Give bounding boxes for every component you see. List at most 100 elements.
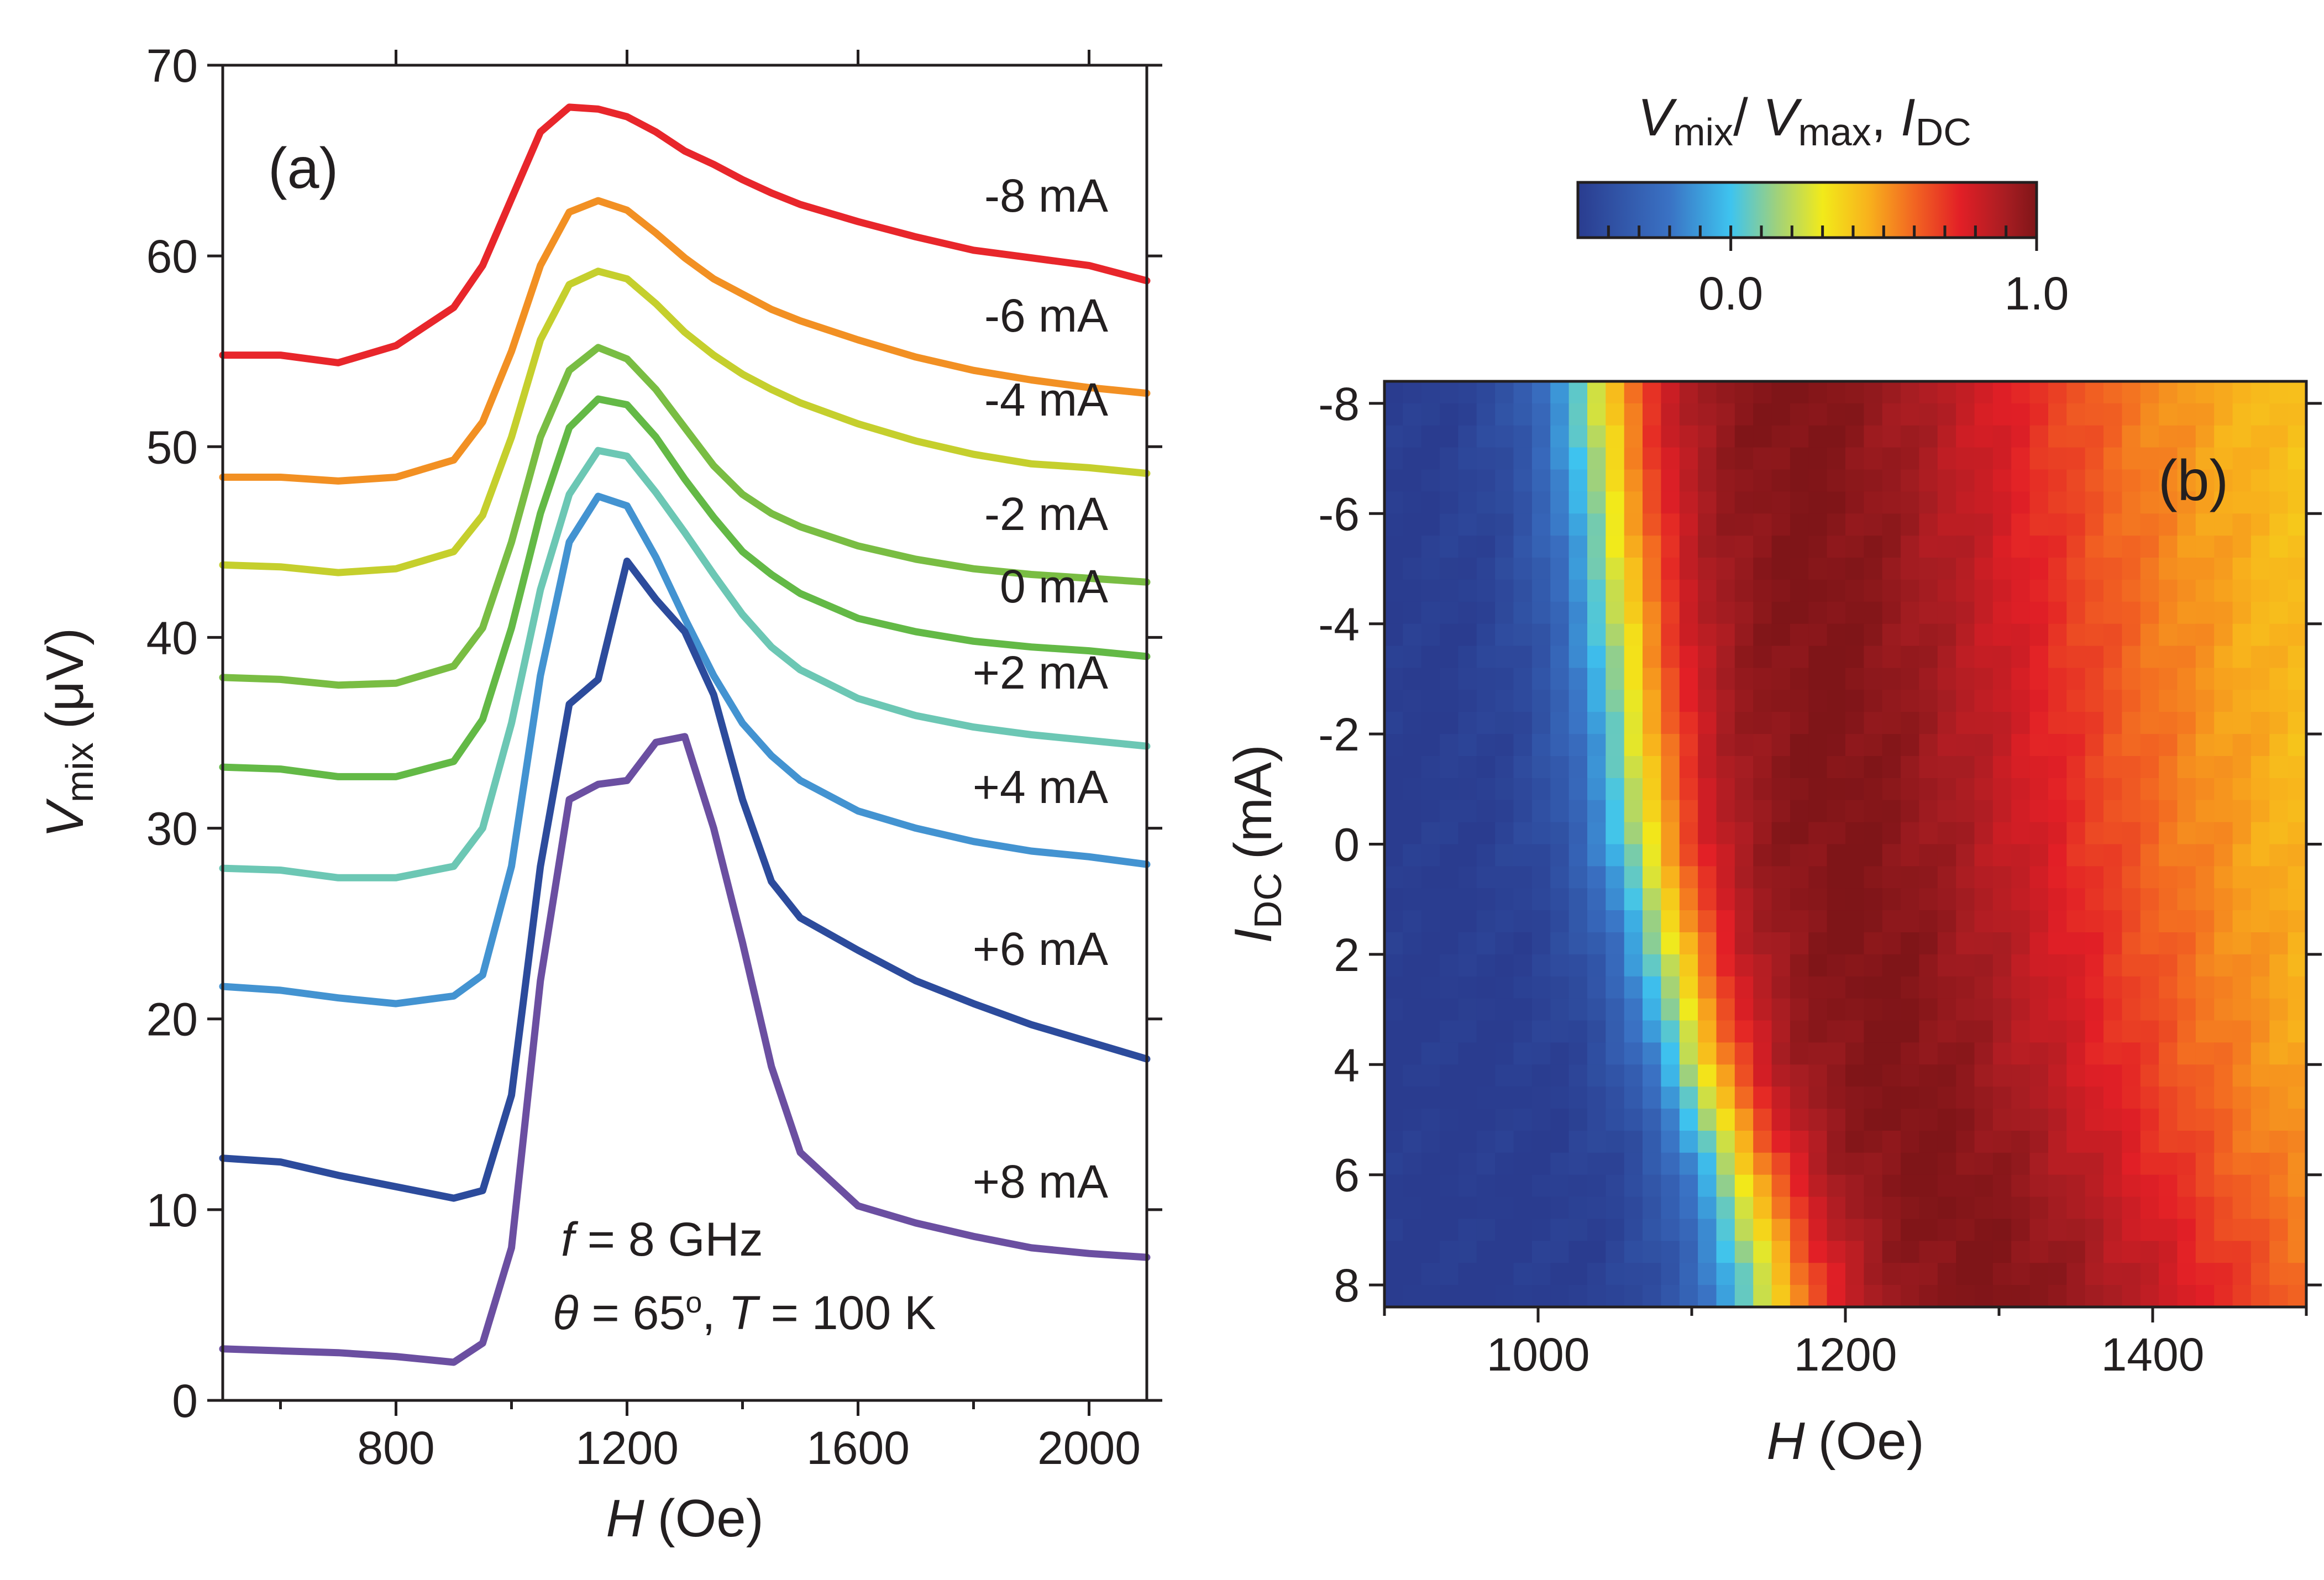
heatmap-cell: [1643, 734, 1662, 757]
heatmap-cell: [1458, 1152, 1477, 1175]
heatmap-cell: [1956, 1020, 1975, 1043]
heatmap-cell: [1790, 954, 1809, 977]
heatmap-cell: [1937, 645, 1957, 669]
y-tick-label-a: 20: [146, 994, 198, 1046]
heatmap-cell: [1679, 822, 1699, 845]
heatmap-cell: [1956, 1263, 1975, 1286]
heatmap-cell: [1698, 954, 1717, 977]
heatmap-cell: [1919, 778, 1938, 801]
heatmap-cell: [1679, 1131, 1699, 1153]
heatmap-cell: [1956, 778, 1975, 801]
heatmap-cell: [2122, 998, 2141, 1021]
heatmap-cell: [2214, 1219, 2233, 1242]
heatmap-cell: [1901, 1020, 1920, 1043]
heatmap-cell: [1698, 1219, 1717, 1242]
heatmap-cell: [1956, 645, 1975, 669]
heatmap-cell: [2140, 822, 2160, 845]
heatmap-cell: [1901, 1285, 1920, 1307]
heatmap-cell: [1882, 1131, 1902, 1153]
heatmap-cell: [1771, 381, 1791, 404]
heatmap-cell: [2214, 1196, 2233, 1220]
heatmap-cell: [2288, 822, 2306, 845]
heatmap-cell: [1864, 998, 1883, 1021]
heatmap-cell: [1568, 425, 1588, 448]
heatmap-cell: [2140, 932, 2160, 955]
heatmap-cell: [1550, 425, 1570, 448]
heatmap-cell: [1974, 1131, 1994, 1153]
heatmap-cell: [1992, 734, 2012, 757]
heatmap-cell: [1753, 1152, 1772, 1175]
heatmap-cell: [2159, 932, 2178, 955]
heatmap-cell: [1974, 1086, 1994, 1110]
heatmap-cell: [1550, 1152, 1570, 1175]
heatmap-cell: [2048, 1263, 2068, 1286]
heatmap-cell: [2195, 601, 2215, 624]
heatmap-cell: [1587, 1086, 1607, 1110]
heatmap-cell: [1624, 976, 1644, 999]
heatmap-cell: [1827, 778, 1846, 801]
heatmap-cell: [1624, 469, 1644, 492]
heatmap-cell: [2177, 690, 2196, 713]
heatmap-cell: [2269, 1109, 2289, 1131]
heatmap-cell: [2103, 1131, 2123, 1153]
heatmap-cell: [1624, 601, 1644, 624]
heatmap-cell: [1882, 425, 1902, 448]
heatmap-cell: [1698, 778, 1717, 801]
heatmap-cell: [1661, 910, 1680, 933]
heatmap-cell: [1956, 910, 1975, 933]
heatmap-cell: [1476, 1241, 1496, 1264]
heatmap-cell: [2269, 888, 2289, 911]
heatmap-cell: [1661, 1152, 1680, 1175]
heatmap-cell: [2103, 403, 2123, 426]
heatmap-cell: [1495, 690, 1514, 713]
heatmap-cell: [1919, 1109, 1938, 1131]
line-chart-panel-a: -8 mA-6 mA-4 mA-2 mA0 mA+2 mA+4 mA+6 mA+…: [35, 40, 1162, 1548]
heatmap-cell: [1919, 1152, 1938, 1175]
heatmap-cell: [1827, 645, 1846, 669]
heatmap-cell: [1882, 1042, 1902, 1065]
colorbar-title: Vmix/ Vmax, IDC: [1638, 88, 1971, 154]
heatmap-cell: [1753, 866, 1772, 889]
heatmap-cell: [1476, 712, 1496, 735]
heatmap-cell: [1587, 668, 1607, 691]
heatmap-cell: [1937, 1196, 1957, 1220]
heatmap-cell: [1606, 403, 1625, 426]
heatmap-cell: [2288, 513, 2306, 537]
heatmap-cell: [1495, 536, 1514, 559]
heatmap-cell: [1753, 668, 1772, 691]
heatmap-cell: [1643, 844, 1662, 867]
heatmap-cell: [1937, 756, 1957, 779]
heatmap-cell: [2085, 1020, 2105, 1043]
heatmap-cell: [1771, 1241, 1791, 1264]
heatmap-cell: [2048, 1241, 2068, 1264]
heatmap-cell: [1734, 800, 1754, 823]
heatmap-cell: [1495, 579, 1514, 602]
heatmap-cell: [1956, 381, 1975, 404]
heatmap-cell: [1568, 932, 1588, 955]
heatmap-cell: [1679, 1086, 1699, 1110]
heatmap-cell: [1476, 866, 1496, 889]
heatmap-cell: [2103, 712, 2123, 735]
heatmap-cell: [2250, 1219, 2270, 1242]
heatmap-cell: [1421, 1086, 1441, 1110]
heatmap-cell: [1384, 623, 1404, 647]
x-axis-label-b: H (Oe): [1766, 1411, 1924, 1471]
heatmap-cell: [1531, 844, 1551, 867]
heatmap-cell: [1440, 469, 1459, 492]
heatmap-cell: [2232, 1109, 2252, 1131]
heatmap-cell: [1882, 1219, 1902, 1242]
heatmap-cell: [1679, 998, 1699, 1021]
heatmap-cell: [2159, 579, 2178, 602]
heatmap-cell: [2085, 447, 2105, 470]
heatmap-cell: [1992, 954, 2012, 977]
y-axis-unit-a: (μV): [35, 628, 95, 729]
heatmap-cell: [1679, 888, 1699, 911]
heatmap-cell: [1661, 1131, 1680, 1153]
heatmap-cell: [2288, 888, 2306, 911]
heatmap-cell: [1550, 1196, 1570, 1220]
heatmap-cell: [2159, 778, 2178, 801]
heatmap-cell: [1808, 910, 1828, 933]
heatmap-cell: [1440, 734, 1459, 757]
heatmap-cell: [1606, 822, 1625, 845]
heatmap-cell: [1624, 623, 1644, 647]
